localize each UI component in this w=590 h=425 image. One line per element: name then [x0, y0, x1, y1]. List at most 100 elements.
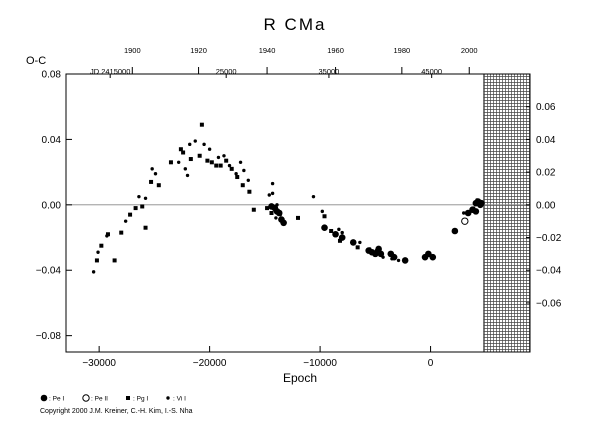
point-vi-i: [270, 191, 275, 196]
point-vi-i: [275, 203, 279, 207]
jd-tick-label: JD 2415000: [90, 67, 130, 76]
point-vi-i: [358, 240, 362, 245]
point-pg-i: [181, 150, 186, 155]
point-pg-i: [149, 179, 154, 184]
right-tick-label: 0.04: [536, 135, 556, 146]
point-vi-i: [123, 219, 128, 223]
right-tick-label: 0.02: [536, 168, 556, 179]
legend-marker: [166, 396, 170, 400]
jd-tick-label: 25000: [216, 67, 237, 76]
point-vi-i: [471, 206, 476, 210]
legend-label: : Pg I: [133, 396, 148, 403]
y-tick-label: 0.08: [42, 70, 62, 81]
point-pg-i: [218, 163, 223, 168]
legend-label: : Vi I: [173, 396, 186, 403]
point-vi-i: [150, 167, 154, 171]
point-pg-i: [329, 228, 334, 233]
point-pg-i: [99, 243, 104, 248]
point-vi-i: [246, 178, 250, 182]
point-vi-i: [311, 194, 316, 199]
point-pg-i: [143, 225, 148, 230]
point-vi-i: [340, 230, 344, 235]
right-tick-label: 0.00: [536, 200, 556, 211]
legend-marker: [40, 394, 48, 402]
point-vi-i: [267, 193, 271, 197]
point-vi-i: [183, 167, 188, 171]
x-tick-label: −30000: [82, 358, 116, 369]
point-vi-i: [396, 258, 401, 263]
legend-label: : Pe I: [49, 396, 64, 403]
jd-tick-label: 45000: [421, 67, 442, 76]
chart-title: R CMa: [264, 15, 327, 34]
plot-frame: [65, 73, 531, 353]
point-vi-i: [462, 211, 466, 215]
point-pg-i: [133, 206, 138, 211]
year-tick-label: 1960: [327, 46, 344, 55]
point-vi-i: [368, 247, 372, 251]
point-vi-i: [202, 142, 206, 147]
point-pg-i: [205, 158, 210, 163]
point-vi-i: [105, 234, 109, 238]
point-pe-i: [332, 230, 339, 238]
y-tick-label: 0.04: [42, 135, 62, 146]
point-pg-i: [199, 122, 204, 127]
x-axis-label: Epoch: [283, 371, 317, 385]
point-vi-i: [320, 209, 325, 214]
point-pg-i: [247, 189, 252, 194]
point-vi-i: [475, 198, 479, 202]
point-vi-i: [424, 253, 428, 258]
point-pg-i: [209, 160, 214, 165]
year-tick-label: 2000: [461, 46, 478, 55]
y-tick-label: 0.00: [42, 200, 62, 211]
point-vi-i: [153, 172, 158, 176]
y-axis-label: O-C: [26, 55, 46, 67]
hatched-region: [483, 73, 531, 353]
y-tick-label: −0.04: [36, 266, 62, 277]
point-vi-i: [242, 168, 246, 173]
point-vi-i: [270, 181, 275, 186]
point-pg-i: [269, 211, 274, 215]
point-pg-i: [355, 245, 360, 250]
x-tick-label: 0: [428, 358, 434, 369]
point-pg-i: [240, 183, 245, 188]
copyright-note: Copyright 2000 J.M. Kreiner, C.-H. Kim, …: [40, 408, 193, 415]
point-vi-i: [216, 155, 221, 160]
point-pg-i: [214, 163, 219, 168]
right-tick-label: −0.06: [536, 298, 562, 309]
point-pe-i: [377, 250, 385, 258]
point-pg-i: [168, 160, 173, 165]
point-pg-i: [140, 204, 145, 209]
point-pg-i: [197, 153, 202, 158]
point-vi-i: [176, 160, 181, 165]
point-pg-i: [265, 206, 270, 211]
point-pg-i: [119, 230, 124, 235]
point-pg-i: [296, 215, 300, 220]
point-pg-i: [251, 207, 256, 212]
point-vi-i: [381, 255, 385, 259]
year-tick-label: 1940: [259, 46, 276, 55]
point-vi-i: [374, 248, 379, 253]
point-pe-i: [429, 253, 437, 261]
point-vi-i: [227, 163, 232, 168]
point-pg-i: [94, 258, 99, 263]
point-pe-i: [321, 224, 328, 232]
year-tick-label: 1980: [394, 46, 411, 55]
point-vi-i: [188, 142, 192, 147]
point-vi-i: [238, 160, 243, 165]
point-pe-i: [372, 250, 379, 258]
point-pe-i: [401, 257, 409, 264]
point-pg-i: [112, 258, 117, 263]
point-vi-i: [143, 196, 148, 200]
point-pg-i: [322, 214, 327, 219]
x-tick-label: −20000: [193, 358, 227, 369]
point-pg-i: [337, 238, 342, 243]
point-pg-i: [128, 212, 133, 217]
point-pe-i: [451, 227, 459, 235]
point-vi-i: [222, 154, 226, 158]
point-vi-i: [137, 194, 141, 199]
point-vi-i: [337, 227, 341, 232]
right-tick-label: 0.06: [536, 102, 556, 113]
jd-tick-label: 35000: [319, 67, 340, 76]
point-pe-ii: [461, 217, 469, 225]
